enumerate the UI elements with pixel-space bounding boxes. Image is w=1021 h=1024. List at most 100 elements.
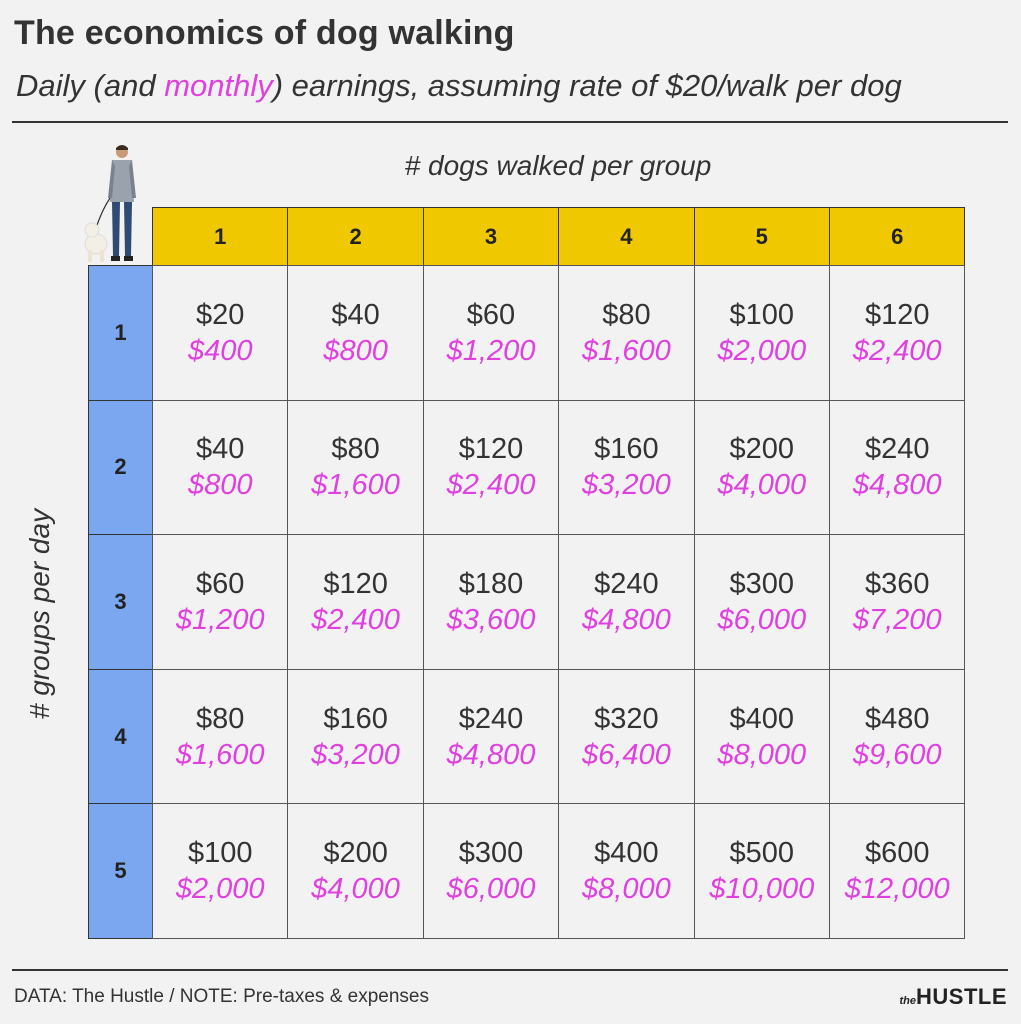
monthly-earnings: $1,200 xyxy=(175,603,265,636)
monthly-earnings: $2,400 xyxy=(311,603,400,636)
bottom-divider xyxy=(12,969,1008,971)
walker-left-shoe xyxy=(111,256,120,261)
chart-title: The economics of dog walking xyxy=(14,14,515,52)
earnings-cell: $20 $400 xyxy=(152,265,289,401)
monthly-earnings: $4,000 xyxy=(717,469,807,502)
monthly-earnings: $3,200 xyxy=(311,738,400,771)
daily-earnings: $200 xyxy=(729,433,795,466)
daily-earnings: $160 xyxy=(323,702,388,735)
earnings-cell: $120 $2,400 xyxy=(287,534,424,670)
earnings-cell: $60 $1,200 xyxy=(422,265,560,401)
walker-hair xyxy=(116,145,128,150)
column-header-3: 3 xyxy=(422,207,560,266)
monthly-earnings: $4,800 xyxy=(852,469,942,502)
earnings-cell: $320 $6,400 xyxy=(558,668,695,805)
monthly-earnings: $1,600 xyxy=(582,334,671,367)
monthly-earnings: $2,400 xyxy=(446,469,536,502)
row-header-4: 4 xyxy=(88,668,153,805)
monthly-earnings: $1,600 xyxy=(311,469,400,502)
monthly-earnings: $6,000 xyxy=(717,603,807,636)
daily-earnings: $80 xyxy=(331,433,380,466)
earnings-cell: $500 $10,000 xyxy=(693,803,830,939)
daily-earnings: $200 xyxy=(323,837,388,870)
daily-earnings: $60 xyxy=(466,298,516,331)
monthly-earnings: $400 xyxy=(187,334,253,367)
earnings-cell: $240 $4,800 xyxy=(829,399,966,536)
daily-earnings: $40 xyxy=(331,298,380,331)
earnings-cell: $40 $800 xyxy=(152,399,289,536)
daily-earnings: $300 xyxy=(458,837,524,870)
earnings-cell: $200 $4,000 xyxy=(287,803,424,939)
subtitle-highlight: monthly xyxy=(164,68,273,103)
leash xyxy=(95,197,111,229)
walker-left-leg xyxy=(112,202,120,256)
daily-earnings: $120 xyxy=(323,567,388,600)
earnings-cell: $80 $1,600 xyxy=(558,265,695,401)
monthly-earnings: $6,400 xyxy=(582,738,671,771)
walker-left-arm xyxy=(108,160,115,198)
daily-earnings: $500 xyxy=(729,837,795,870)
daily-earnings: $60 xyxy=(196,567,245,600)
monthly-earnings: $4,800 xyxy=(582,603,671,636)
earnings-cell: $80 $1,600 xyxy=(287,399,424,536)
walker-right-shoe xyxy=(124,256,133,261)
row-header-3: 3 xyxy=(88,534,153,670)
earnings-cell: $600 $12,000 xyxy=(829,803,966,939)
column-axis-label: # dogs walked per group xyxy=(404,150,712,181)
column-header-5: 5 xyxy=(693,207,830,266)
daily-earnings: $180 xyxy=(458,567,524,600)
earnings-cell: $240 $4,800 xyxy=(558,534,695,670)
walker-right-arm xyxy=(129,160,136,198)
monthly-earnings: $7,200 xyxy=(852,603,942,636)
monthly-earnings: $800 xyxy=(187,469,253,502)
earnings-cell: $100 $2,000 xyxy=(152,803,289,939)
top-divider xyxy=(12,121,1008,123)
daily-earnings: $240 xyxy=(594,567,659,600)
earnings-cell: $200 $4,000 xyxy=(693,399,830,536)
daily-earnings: $600 xyxy=(864,837,930,870)
monthly-earnings: $3,600 xyxy=(446,603,536,636)
earnings-cell: $240 $4,800 xyxy=(422,668,560,805)
earnings-cell: $160 $3,200 xyxy=(558,399,695,536)
earnings-cell: $300 $6,000 xyxy=(422,803,560,939)
monthly-earnings: $1,200 xyxy=(446,334,536,367)
monthly-earnings: $1,600 xyxy=(175,738,265,771)
subtitle-prefix: Daily (and xyxy=(16,68,165,103)
column-header-2: 2 xyxy=(287,207,424,266)
dog-head xyxy=(84,222,100,238)
row-header-2: 2 xyxy=(88,399,153,536)
daily-earnings: $320 xyxy=(594,702,659,735)
daily-earnings: $80 xyxy=(196,702,245,735)
earnings-cell: $80 $1,600 xyxy=(152,668,289,805)
daily-earnings: $400 xyxy=(594,837,659,870)
monthly-earnings: $10,000 xyxy=(709,873,815,906)
logo-hustle: HUSTLE xyxy=(916,984,1007,1009)
earnings-cell: $400 $8,000 xyxy=(558,803,695,939)
walker-shirt xyxy=(110,160,134,202)
monthly-earnings: $2,000 xyxy=(717,334,807,367)
column-header-4: 4 xyxy=(558,207,695,266)
monthly-earnings: $8,000 xyxy=(717,738,807,771)
daily-earnings: $480 xyxy=(864,702,930,735)
earnings-cell: $120 $2,400 xyxy=(829,265,966,401)
dog-walker-illustration xyxy=(84,145,136,262)
earnings-cell: $480 $9,600 xyxy=(829,668,966,805)
earnings-cell: $360 $7,200 xyxy=(829,534,966,670)
monthly-earnings: $8,000 xyxy=(582,873,671,906)
monthly-earnings: $2,400 xyxy=(852,334,942,367)
footer-note: DATA: The Hustle / NOTE: Pre-taxes & exp… xyxy=(14,986,429,1007)
monthly-earnings: $6,000 xyxy=(446,873,536,906)
row-header-5: 5 xyxy=(88,803,153,939)
earnings-cell: $100 $2,000 xyxy=(693,265,830,401)
dog-leg-front xyxy=(88,250,92,262)
daily-earnings: $100 xyxy=(729,298,795,331)
monthly-earnings: $2,000 xyxy=(175,873,265,906)
daily-earnings: $160 xyxy=(594,433,659,466)
daily-earnings: $120 xyxy=(864,298,930,331)
column-header-6: 6 xyxy=(829,207,966,266)
earnings-cell: $400 $8,000 xyxy=(693,668,830,805)
earnings-cell: $180 $3,600 xyxy=(422,534,560,670)
logo-the: the xyxy=(899,995,917,1007)
subtitle-suffix: ) earnings, assuming rate of $20/walk pe… xyxy=(272,68,902,103)
daily-earnings: $300 xyxy=(729,567,795,600)
